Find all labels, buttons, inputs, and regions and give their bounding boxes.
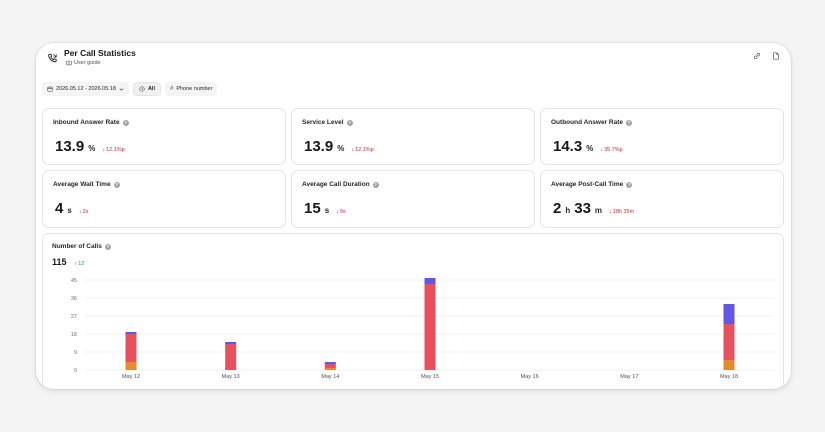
page-header: Per Call Statistics User guide xyxy=(36,43,791,77)
y-tick-label: 36 xyxy=(71,296,77,302)
bar-segment xyxy=(324,364,336,368)
info-icon[interactable]: ? xyxy=(372,181,379,188)
bar-segment xyxy=(125,332,137,334)
hash-icon: # xyxy=(169,86,174,92)
date-range-picker[interactable]: 2026.05.12 - 2026.05.18 xyxy=(42,82,129,96)
export-button[interactable] xyxy=(771,51,781,61)
info-icon[interactable]: ? xyxy=(122,119,129,126)
scope-label: All xyxy=(147,86,155,92)
arrow-down-icon: ↓ xyxy=(78,209,82,215)
bar-segment xyxy=(424,278,436,284)
calls-chart-card: Number of Calls? 115 ↑ 12 0 9 18 27 36 45 May 1… xyxy=(42,233,784,389)
bar-segment xyxy=(723,324,735,360)
kpi-unit: % xyxy=(337,144,345,153)
kpi-card-average-call-duration: Average Call Duration? 15 s ↓ 9s xyxy=(291,170,535,228)
kpi-value-hours: 2 xyxy=(553,200,562,217)
kpi-delta: 12.1%p xyxy=(106,147,125,153)
kpi-unit: s xyxy=(67,206,72,215)
user-guide-label: User guide xyxy=(74,60,101,66)
kpi-delta: 18h 35m xyxy=(612,209,635,215)
kpi-value: 13.9 xyxy=(55,138,85,155)
kpi-delta: 9s xyxy=(339,209,346,215)
chevron-down-icon xyxy=(119,87,124,91)
arrow-down-icon: ↓ xyxy=(102,147,106,153)
arrow-down-icon: ↓ xyxy=(609,209,612,215)
kpi-unit-minutes: m xyxy=(594,206,603,215)
bar-segment xyxy=(225,342,237,344)
statistics-window: Per Call Statistics User guide 2026.05.1… xyxy=(36,43,791,389)
kpi-title: Service Level xyxy=(302,119,344,126)
kpi-unit-hours: h xyxy=(565,206,571,215)
kpi-value-minutes: 33 xyxy=(574,200,591,217)
info-icon[interactable]: ? xyxy=(104,243,111,250)
info-icon[interactable]: ? xyxy=(626,181,633,188)
kpi-card-outbound-answer-rate: Outbound Answer Rate? 14.3% ↓ 35.7%p xyxy=(540,108,784,165)
kpi-delta: 2s xyxy=(82,209,89,215)
kpi-unit: s xyxy=(324,206,330,215)
link-icon xyxy=(753,52,761,60)
info-icon[interactable]: ? xyxy=(346,119,353,126)
phone-number-filter[interactable]: # Phone number xyxy=(164,82,218,96)
y-tick-label: 9 xyxy=(74,350,77,356)
kpi-delta: 12.1%p xyxy=(355,147,374,153)
calls-total: 115 xyxy=(52,257,67,267)
kpi-unit: % xyxy=(88,144,96,153)
kpi-value: 15 xyxy=(304,200,321,217)
info-icon[interactable]: ? xyxy=(113,181,120,188)
kpi-title: Inbound Answer Rate xyxy=(53,119,120,126)
bar-segment xyxy=(125,334,137,362)
scope-filter[interactable]: All xyxy=(132,82,161,96)
x-tick-label: May 18 xyxy=(720,374,738,380)
y-tick-label: 45 xyxy=(71,278,77,284)
kpi-title: Average Post-Call Time xyxy=(551,181,624,188)
kpi-title: Average Call Duration xyxy=(302,181,370,188)
x-tick-label: May 16 xyxy=(521,374,539,380)
bar-segment xyxy=(723,304,735,324)
phone-stats-icon xyxy=(44,50,60,66)
calendar-icon xyxy=(47,86,53,92)
y-tick-label: 27 xyxy=(71,314,77,320)
book-icon xyxy=(66,60,72,66)
kpi-value: 14.3 xyxy=(553,138,583,155)
calls-bar-chart: 0 9 18 27 36 45 May 12 May 13 May 14 May 15 May 16… xyxy=(71,278,775,380)
filter-bar: 2026.05.12 - 2026.05.18 All # Phone numb… xyxy=(42,82,218,96)
chart-title: Number of Calls xyxy=(52,243,102,250)
y-tick-label: 0 xyxy=(74,368,77,374)
arrow-down-icon: ↓ xyxy=(336,209,339,215)
info-icon[interactable]: ? xyxy=(625,119,632,126)
arrow-up-icon: ↑ xyxy=(74,261,78,267)
phone-filter-label: Phone number xyxy=(176,86,213,92)
bar-segment xyxy=(324,368,336,370)
bar-segment xyxy=(723,360,735,370)
x-tick-label: May 14 xyxy=(321,374,339,380)
kpi-card-inbound-answer-rate: Inbound Answer Rate? 13.9% ↓ 12.1%p xyxy=(42,108,286,165)
arrow-down-icon: ↓ xyxy=(351,147,355,153)
kpi-value: 4 xyxy=(55,200,64,217)
kpi-delta: 35.7%p xyxy=(604,147,623,153)
date-range-label: 2026.05.12 - 2026.05.18 xyxy=(56,86,116,92)
kpi-title: Average Wait Time xyxy=(53,181,111,188)
copy-link-button[interactable] xyxy=(752,51,762,61)
bar-segment xyxy=(125,362,137,370)
bar-segment xyxy=(424,284,436,370)
bar-segment xyxy=(324,362,336,364)
x-tick-label: May 12 xyxy=(122,374,140,380)
kpi-unit: % xyxy=(586,144,594,153)
x-tick-label: May 13 xyxy=(222,374,240,380)
clock-icon xyxy=(139,86,145,92)
bar-segment xyxy=(225,344,237,370)
arrow-down-icon: ↓ xyxy=(600,147,604,153)
x-tick-label: May 15 xyxy=(421,374,439,380)
calls-delta: 12 xyxy=(78,261,85,267)
x-tick-label: May 17 xyxy=(620,374,638,380)
kpi-value: 13.9 xyxy=(304,138,334,155)
kpi-title: Outbound Answer Rate xyxy=(551,119,623,126)
document-icon xyxy=(773,52,779,60)
kpi-card-service-level: Service Level? 13.9% ↓ 12.1%p xyxy=(291,108,535,165)
y-tick-label: 18 xyxy=(71,332,77,338)
user-guide-link[interactable]: User guide xyxy=(66,60,101,66)
page-title: Per Call Statistics xyxy=(64,48,136,58)
